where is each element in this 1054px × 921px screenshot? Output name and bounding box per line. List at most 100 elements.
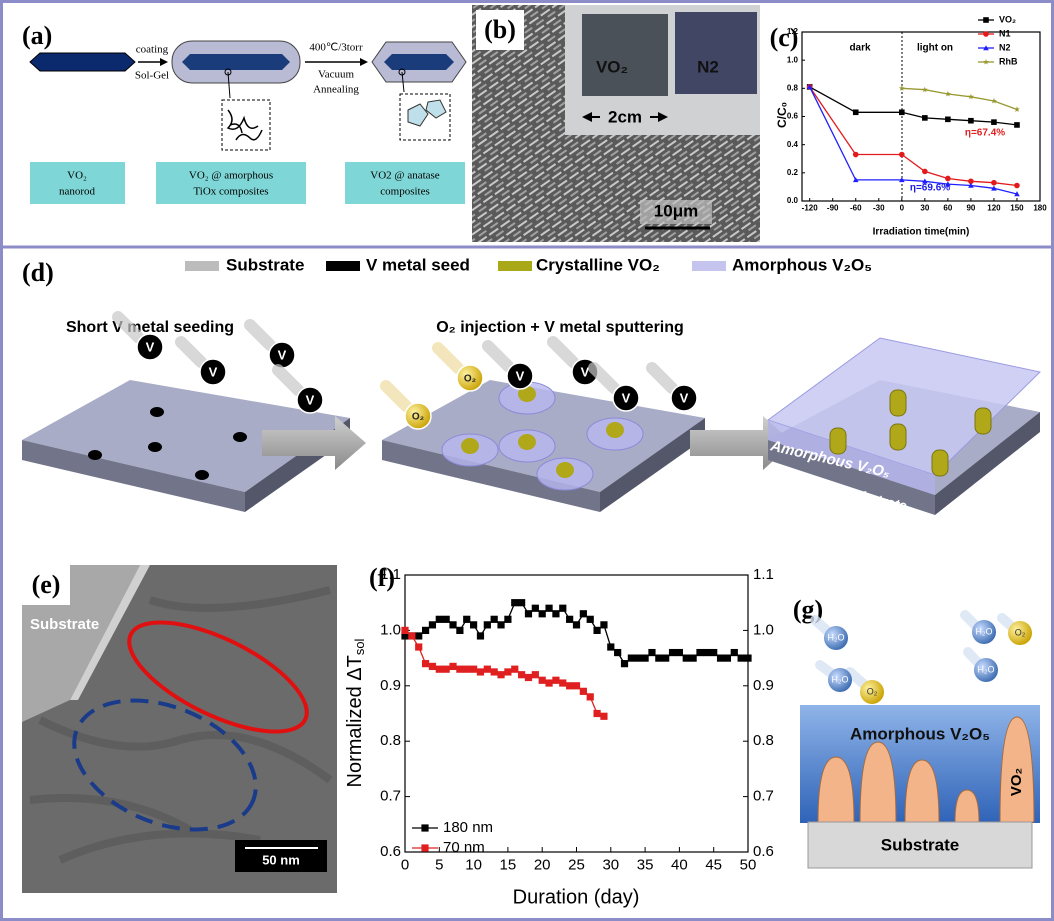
box-label: VO₂ (67, 170, 87, 182)
molecule-label: O₂ (867, 686, 878, 696)
trail (646, 362, 678, 394)
panel-d-shape-shape (606, 422, 624, 438)
point (428, 621, 437, 629)
substrate-label: Substrate (30, 616, 99, 633)
point (497, 621, 505, 629)
box-label: VO₂ @ amorphous (189, 170, 273, 182)
x-tick-label: 45 (705, 856, 722, 873)
panel-e-shape (22, 565, 70, 605)
v-atom (506, 362, 534, 390)
legend-label: Crystalline VO₂ (536, 255, 660, 274)
v-atom (199, 358, 227, 386)
point (545, 604, 553, 612)
panel-g-shape-shape (817, 756, 855, 823)
panel-a-shape (398, 68, 406, 76)
point (922, 115, 928, 121)
x-tick-label: 30 (602, 856, 619, 873)
legend-marker (983, 58, 989, 65)
scale-label: 10μm (654, 201, 698, 220)
trail (380, 380, 412, 412)
annotation: dark (849, 43, 871, 54)
arrow-label: Annealing (313, 84, 359, 96)
point (497, 671, 505, 679)
point (944, 90, 951, 97)
panel-e-shape (70, 565, 150, 700)
point (710, 648, 718, 657)
panel-g-shape-shape (1008, 621, 1032, 645)
panel-a-shape (221, 99, 271, 151)
point (476, 632, 485, 640)
sample-label: VO₂ (596, 57, 628, 76)
point (552, 676, 560, 684)
legend-label: 70 nm (443, 839, 485, 856)
panel-g-shape-shape (828, 668, 852, 692)
y2-tick-label: 0.6 (753, 843, 774, 860)
panel-d-shape-shape (931, 449, 949, 477)
x-tick-label: 30 (920, 203, 929, 212)
y-tick-label: 0.8 (380, 732, 401, 749)
step-title: O₂ injection + V metal sputtering (436, 319, 684, 336)
trail (482, 340, 514, 372)
point (442, 665, 450, 673)
box-label: TiOx composites (193, 186, 268, 198)
panel-d-shape-shape (889, 389, 907, 417)
legend-label: 180 nm (443, 819, 493, 836)
panel-d: (d) Substrate V metal seed Crystalline V… (22, 255, 1042, 515)
point (899, 151, 905, 158)
point (648, 648, 656, 657)
series-line (809, 86, 1018, 126)
point (449, 621, 457, 629)
y-axis-label-text: Normalized ΔT (344, 655, 366, 787)
point (463, 665, 471, 673)
point (852, 151, 859, 158)
y-tick-label: 0.9 (380, 677, 401, 694)
panel-d-shape-shape (148, 442, 162, 452)
atom-label: V (209, 364, 218, 379)
panel-c: (c) (764, 14, 903, 201)
y2-tick-label: 0.7 (753, 788, 774, 805)
legend-label: Amorphous V₂O₅ (732, 255, 872, 274)
point (586, 693, 594, 701)
panel-d-shape (692, 261, 726, 271)
panel-g-shape-shape (824, 626, 848, 650)
panel-a-shape (407, 103, 429, 127)
arrow-label: Vacuum (318, 69, 354, 81)
panel-a-shape (224, 68, 232, 76)
point (456, 665, 464, 673)
panel-d-shape (88, 407, 247, 480)
point (968, 117, 974, 124)
series-line (809, 86, 1018, 195)
point (991, 185, 997, 191)
panel-d-shape-shape (829, 427, 847, 455)
y-axis-label-text: C/C₀ (775, 102, 789, 128)
point (852, 109, 859, 116)
panel-g-shape-shape (972, 620, 996, 644)
point (991, 179, 997, 186)
point (662, 654, 670, 662)
point (401, 632, 409, 640)
point (518, 599, 526, 607)
point (1014, 182, 1020, 189)
panel-d-shape (600, 418, 705, 512)
atom-label: V (278, 347, 287, 362)
atom-label: V (516, 368, 525, 383)
x-tick-label: 120 (987, 203, 1001, 212)
panel-d-shape-shape (556, 462, 574, 478)
point (689, 654, 697, 662)
point (559, 604, 567, 612)
point (470, 621, 478, 629)
panel-a-shape (156, 162, 306, 204)
legend-marker (983, 17, 989, 23)
x-tick-label: 60 (943, 203, 952, 212)
plot-frame (404, 574, 749, 853)
x-tick-label: -90 (827, 203, 839, 212)
box-label: nanorod (59, 186, 96, 198)
series-line (809, 86, 1018, 187)
panel-d-shape-shape (518, 386, 536, 402)
panel-g: (g) H₂O H₂O H₂O H₂O O₂ O₂ Amorphous V₂O₅… (793, 595, 1040, 869)
panel-d-shape (768, 420, 935, 495)
panel-label: (f) (369, 563, 395, 592)
point (634, 654, 642, 662)
o2-molecule (404, 402, 432, 430)
